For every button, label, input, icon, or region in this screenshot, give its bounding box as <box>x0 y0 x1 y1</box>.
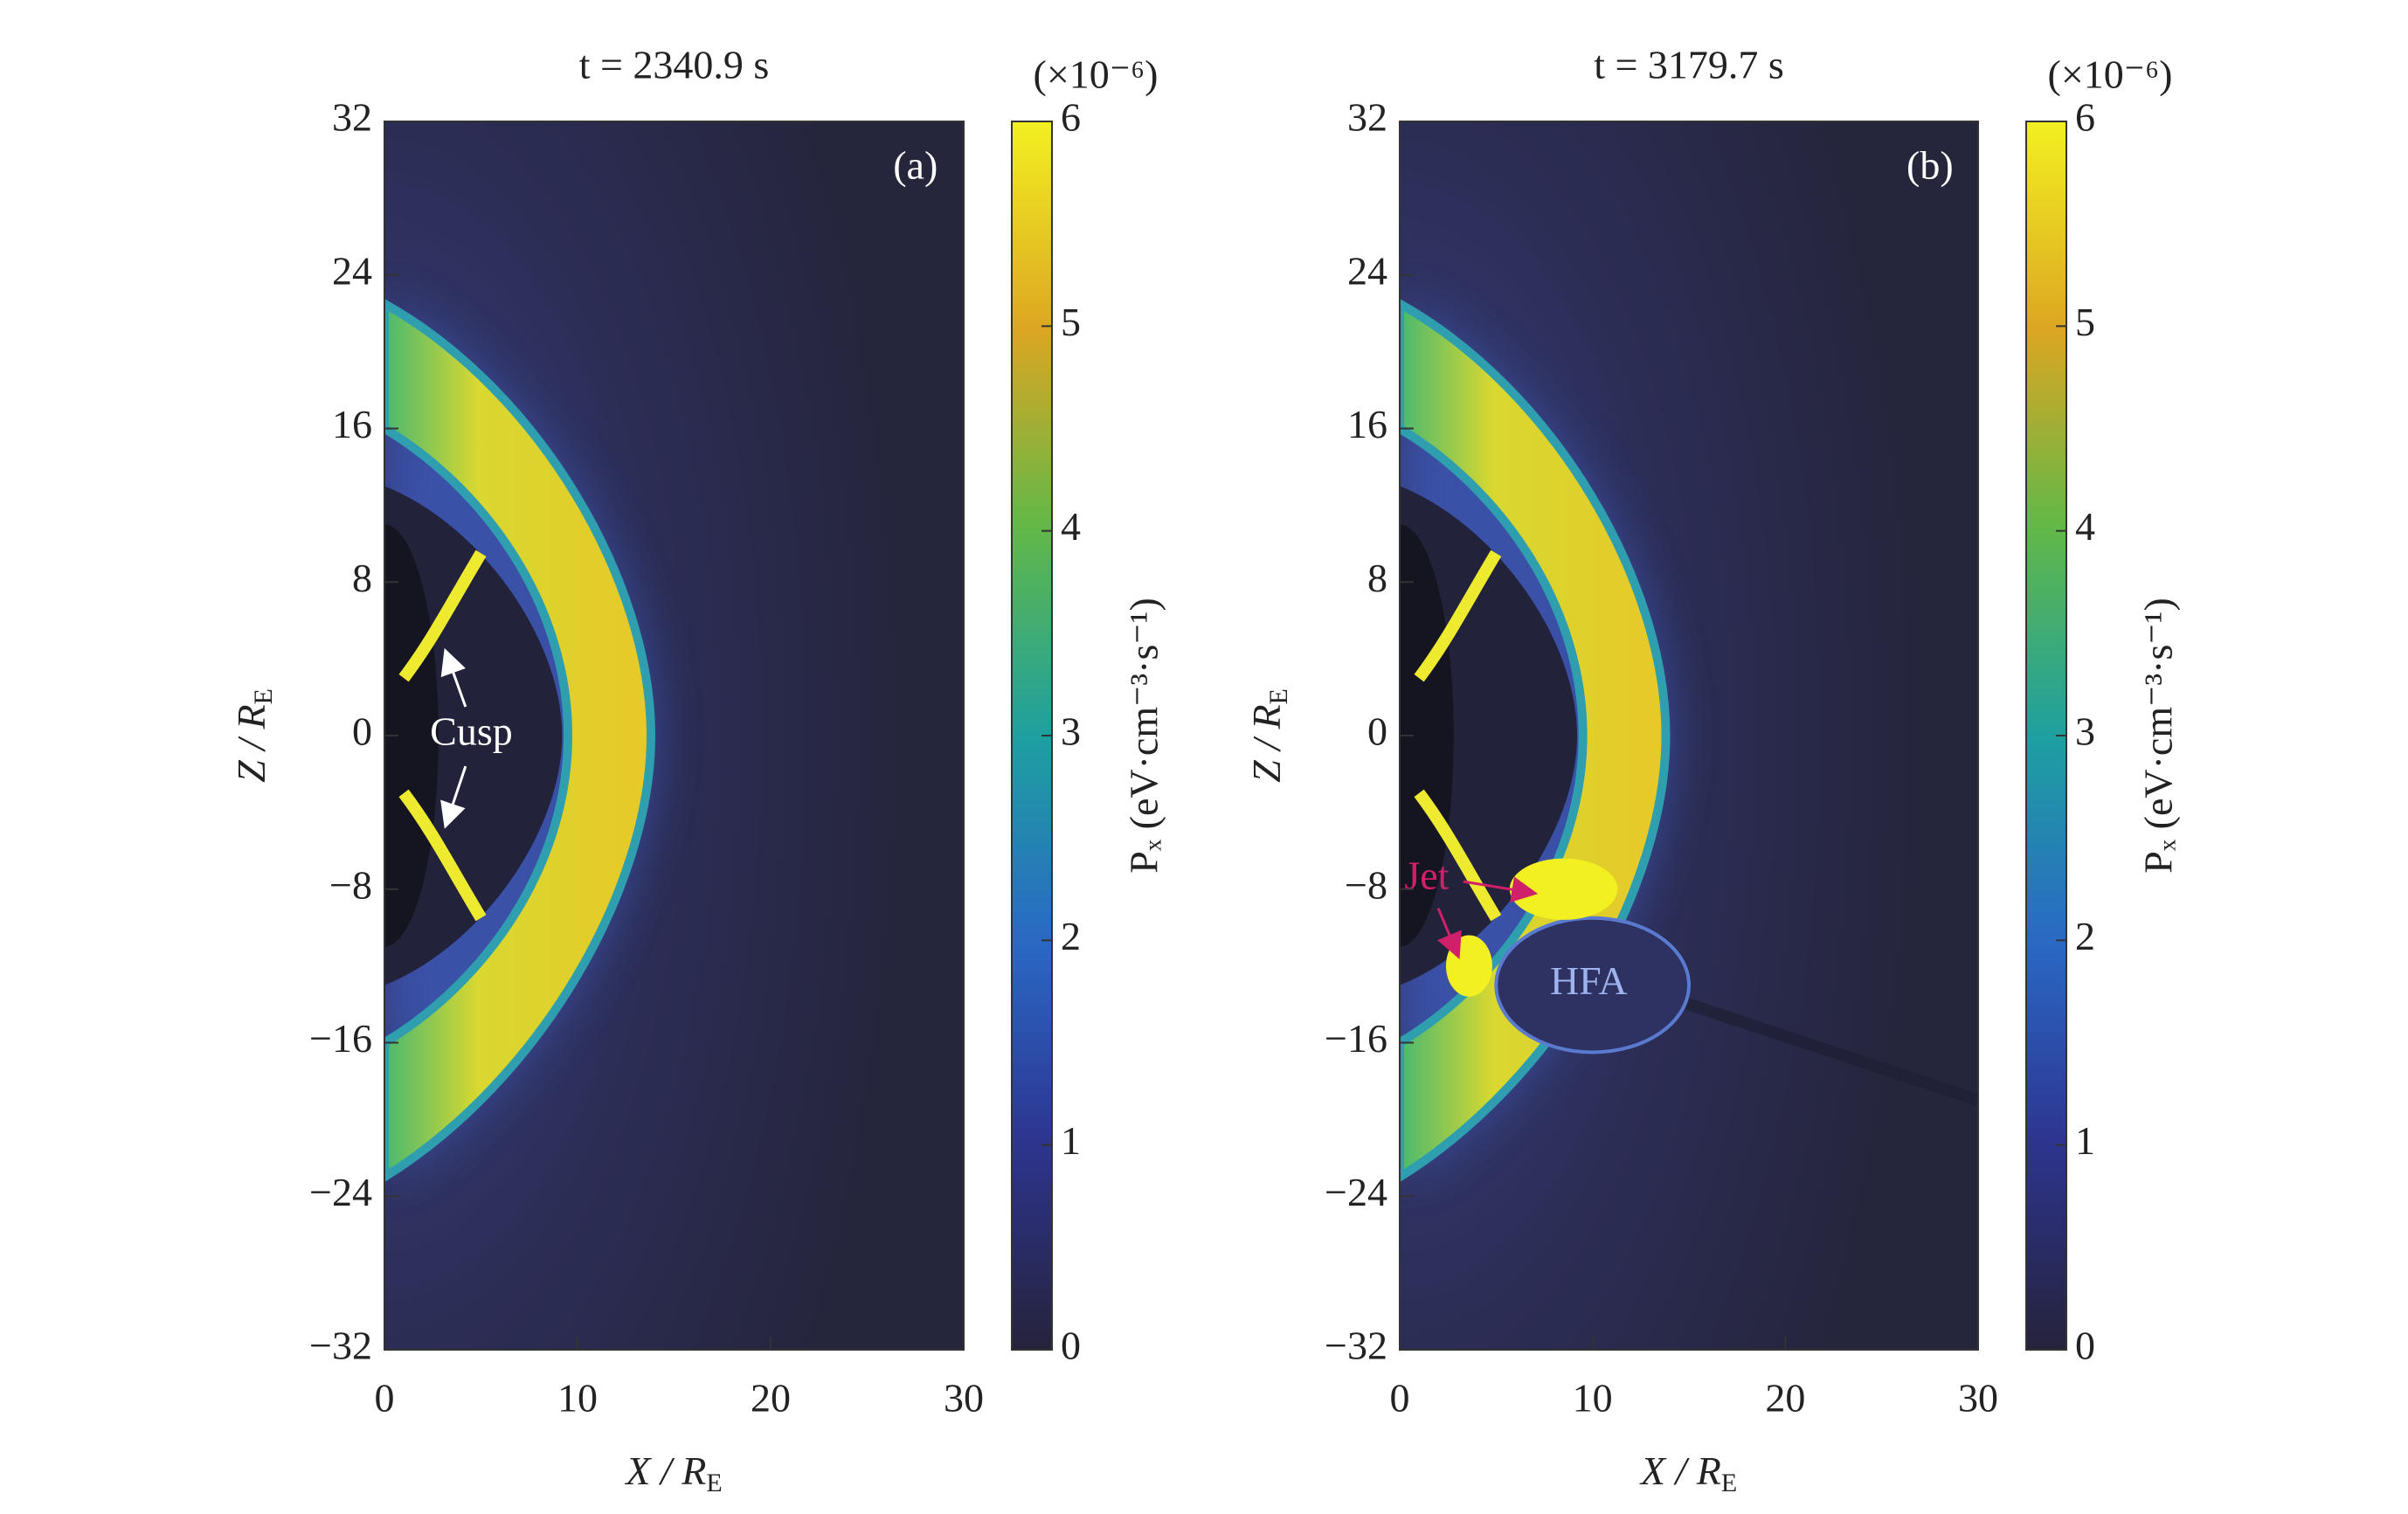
magnetosphere <box>1400 486 1577 985</box>
x-axis-label-sub: E <box>706 1469 722 1497</box>
x-tick-label: 10 <box>1573 1376 1613 1421</box>
y-tick-label: −24 <box>1325 1170 1387 1214</box>
x-tick-label: 0 <box>375 1376 395 1421</box>
chart-title: t = 3179.7 s <box>1594 43 1784 87</box>
y-tick-label: 16 <box>332 402 372 446</box>
x-axis-label: X / RE <box>624 1448 722 1497</box>
inner-region <box>1400 524 1454 947</box>
colorbar-tick-label: 2 <box>2075 914 2095 958</box>
y-axis-label-main: Z / R <box>229 704 273 782</box>
y-tick-label: −32 <box>309 1324 372 1368</box>
y-axis-label: Z / RE <box>229 688 278 783</box>
x-axis-label-main: X / R <box>624 1448 706 1493</box>
annotation-arrow <box>440 765 467 829</box>
colorbar-tick-label: 3 <box>1061 709 1081 754</box>
cusp <box>1414 789 1502 922</box>
y-axis-label-sub: E <box>1264 688 1293 704</box>
y-axis-label: Z / RE <box>1244 688 1293 783</box>
magnetosphere <box>384 486 563 985</box>
annotation-arrow <box>1436 908 1462 959</box>
annotation-arrow <box>440 647 467 708</box>
field <box>384 121 964 1350</box>
cusp <box>1414 550 1502 682</box>
x-axis-label-sub: E <box>1721 1469 1737 1497</box>
y-tick-label: 16 <box>1347 402 1387 446</box>
cusp <box>398 550 487 682</box>
y-tick-label: −16 <box>1325 1016 1387 1061</box>
y-tick-label: −32 <box>1325 1324 1387 1368</box>
y-tick-label: 8 <box>352 556 372 600</box>
jet-blob <box>1509 858 1618 920</box>
y-tick-label: 24 <box>1347 248 1387 293</box>
x-tick-label: 10 <box>557 1376 598 1421</box>
field <box>1400 121 1978 1350</box>
annotation-arrow <box>1463 876 1539 903</box>
colorbar-tick-label: 4 <box>2075 504 2095 549</box>
colorbar-tick-label: 1 <box>1061 1118 1081 1163</box>
y-tick-label: 0 <box>1367 709 1387 754</box>
x-axis-label: X / RE <box>1639 1448 1737 1497</box>
y-axis-label-main: Z / R <box>1244 704 1289 782</box>
hfa-streak <box>1629 978 1978 1107</box>
y-tick-label: 32 <box>332 95 372 140</box>
y-tick-label: 0 <box>352 709 372 754</box>
colorbar-tick-label: 4 <box>1061 504 1081 549</box>
colorbar-tick-label: 5 <box>2075 300 2095 344</box>
colorbar-tick-label: 0 <box>2075 1324 2095 1368</box>
colorbar-label: Pₓ (eV·cm⁻³·s⁻¹) <box>1122 598 1166 874</box>
plot-area: Cusp(a)t = 2340.9 s0 10 20 30−32−24−16−8081… <box>229 43 1166 1497</box>
colorbar-tick-label: 3 <box>2075 709 2095 754</box>
colorbar-label: Pₓ (eV·cm⁻³·s⁻¹) <box>2136 598 2181 874</box>
colorbar-tick-label: 6 <box>1061 95 1081 140</box>
x-tick-label: 0 <box>1390 1376 1410 1421</box>
y-tick-label: 8 <box>1367 556 1387 600</box>
colorbar-scale: (×10⁻⁶) <box>2048 52 2173 97</box>
x-tick-label: 20 <box>1765 1376 1805 1421</box>
y-tick-label: −8 <box>1345 862 1387 907</box>
colorbar-scale: (×10⁻⁶) <box>1034 52 1159 97</box>
x-tick-label: 30 <box>944 1376 984 1421</box>
colorbar-tick-label: 1 <box>2075 1118 2095 1163</box>
y-tick-label: 32 <box>1347 95 1387 140</box>
annotation: HFA <box>1550 958 1628 1003</box>
panel-label: (b) <box>1906 142 1954 187</box>
colorbar-tick-label: 5 <box>1061 300 1081 344</box>
colorbar-tick-label: 2 <box>1061 914 1081 958</box>
chart-title: t = 2340.9 s <box>579 43 770 87</box>
y-tick-label: −8 <box>329 862 372 907</box>
x-tick-label: 30 <box>1958 1376 1998 1421</box>
annotation: Jet <box>1404 853 1449 897</box>
sheath <box>384 298 656 1183</box>
annotation: Cusp <box>430 709 513 754</box>
inner-region <box>384 524 439 947</box>
y-tick-label: −16 <box>309 1016 372 1061</box>
x-tick-label: 20 <box>751 1376 791 1421</box>
panel-label: (a) <box>893 142 938 187</box>
cusp <box>398 789 487 922</box>
y-tick-label: 24 <box>332 248 372 293</box>
x-axis-label-main: X / R <box>1639 1448 1721 1493</box>
colorbar-tick-label: 0 <box>1061 1324 1081 1368</box>
y-axis-label-sub: E <box>249 688 278 704</box>
colorbar-tick-label: 6 <box>2075 95 2095 140</box>
y-tick-label: −24 <box>309 1170 372 1214</box>
hfa-cavity <box>1494 916 1691 1054</box>
